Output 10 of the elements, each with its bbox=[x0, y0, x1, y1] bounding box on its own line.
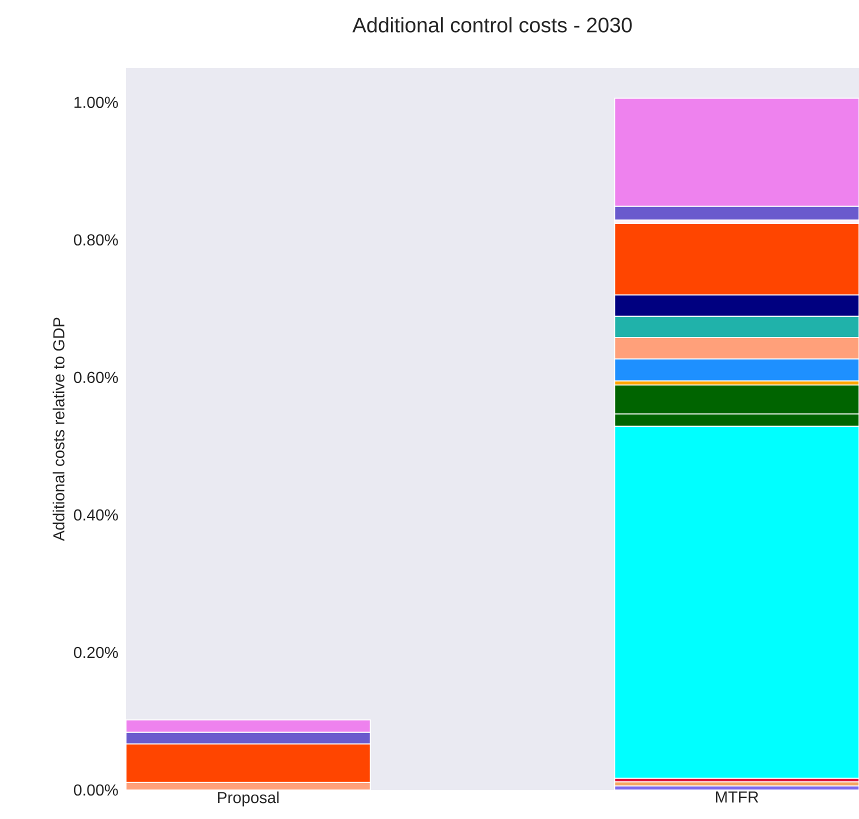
x-tick-label: Proposal bbox=[218, 792, 279, 806]
y-axis-title: Additional costs relative to GDP bbox=[52, 318, 64, 542]
y-tick-label: 0.40% bbox=[74, 509, 118, 521]
chart-title: Additional control costs - 2030 bbox=[352, 17, 632, 32]
y-tick-label: 0.60% bbox=[74, 372, 118, 384]
y-tick-label: 0.80% bbox=[74, 234, 118, 246]
y-tick-label: 0.00% bbox=[74, 784, 118, 796]
y-tick-label: 1.00% bbox=[74, 96, 118, 108]
y-tick-label: 0.20% bbox=[74, 646, 118, 658]
x-tick-label: MTFR bbox=[716, 792, 758, 802]
